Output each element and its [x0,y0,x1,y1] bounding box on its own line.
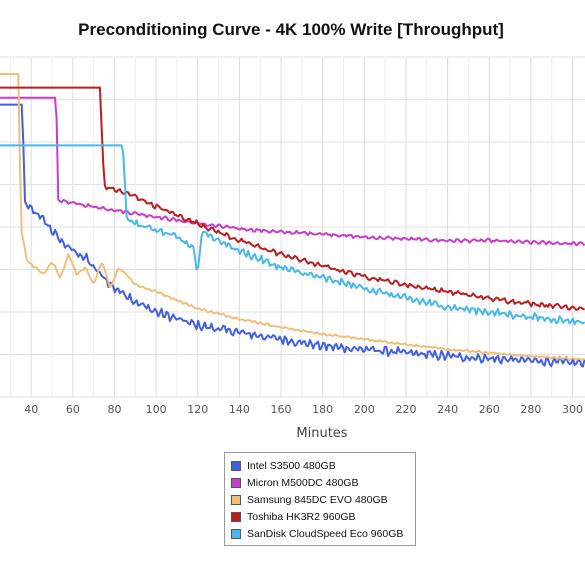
legend-swatch [231,529,241,539]
legend-label: SanDisk CloudSpeed Eco 960GB [247,528,404,540]
legend-item: Samsung 845DC EVO 480GB [231,493,388,507]
series-line-4 [0,144,585,326]
x-tick-label: 40 [24,403,38,416]
series-line-3 [0,86,585,311]
x-tick-label: 60 [66,403,80,416]
x-tick-labels: 40 60 80 100 120 140 160 180 200 220 240 260 280 300 [24,403,583,416]
legend-label: Micron M500DC 480GB [247,477,359,489]
legend-label: Intel S3500 480GB [247,460,336,472]
x-tick-label: 120 [187,403,208,416]
x-tick-label: 220 [395,403,416,416]
x-axis-label: Minutes [296,426,347,441]
series-line-0 [0,103,585,368]
x-tick-label: 140 [229,403,250,416]
x-tick-label: 160 [271,403,292,416]
legend-item: Toshiba HK3R2 960GB [231,510,356,524]
x-tick-label: 200 [354,403,375,416]
legend-swatch [231,461,241,471]
legend: Intel S3500 480GB Micron M500DC 480GB Sams… [224,452,416,546]
x-tick-label: 180 [312,403,333,416]
legend-label: Toshiba HK3R2 960GB [247,511,356,523]
x-tick-label: 80 [108,403,122,416]
legend-item: Micron M500DC 480GB [231,476,358,490]
x-tick-label: 240 [437,403,458,416]
legend-swatch [231,512,241,522]
legend-swatch [231,495,241,505]
x-tick-label: 300 [562,403,583,416]
legend-label: Samsung 845DC EVO 480GB [247,494,388,506]
legend-item: SanDisk CloudSpeed Eco 960GB [231,527,403,541]
x-tick-label: 100 [146,403,167,416]
series-line-1 [0,96,585,247]
series-line-2 [0,73,585,361]
chart-title: Preconditioning Curve - 4K 100% Write [T… [78,20,504,39]
series-group [0,73,585,368]
legend-item: Intel S3500 480GB [231,459,336,473]
grid [0,56,585,398]
legend-swatch [231,478,241,488]
x-tick-label: 260 [479,403,500,416]
x-tick-label: 280 [520,403,541,416]
